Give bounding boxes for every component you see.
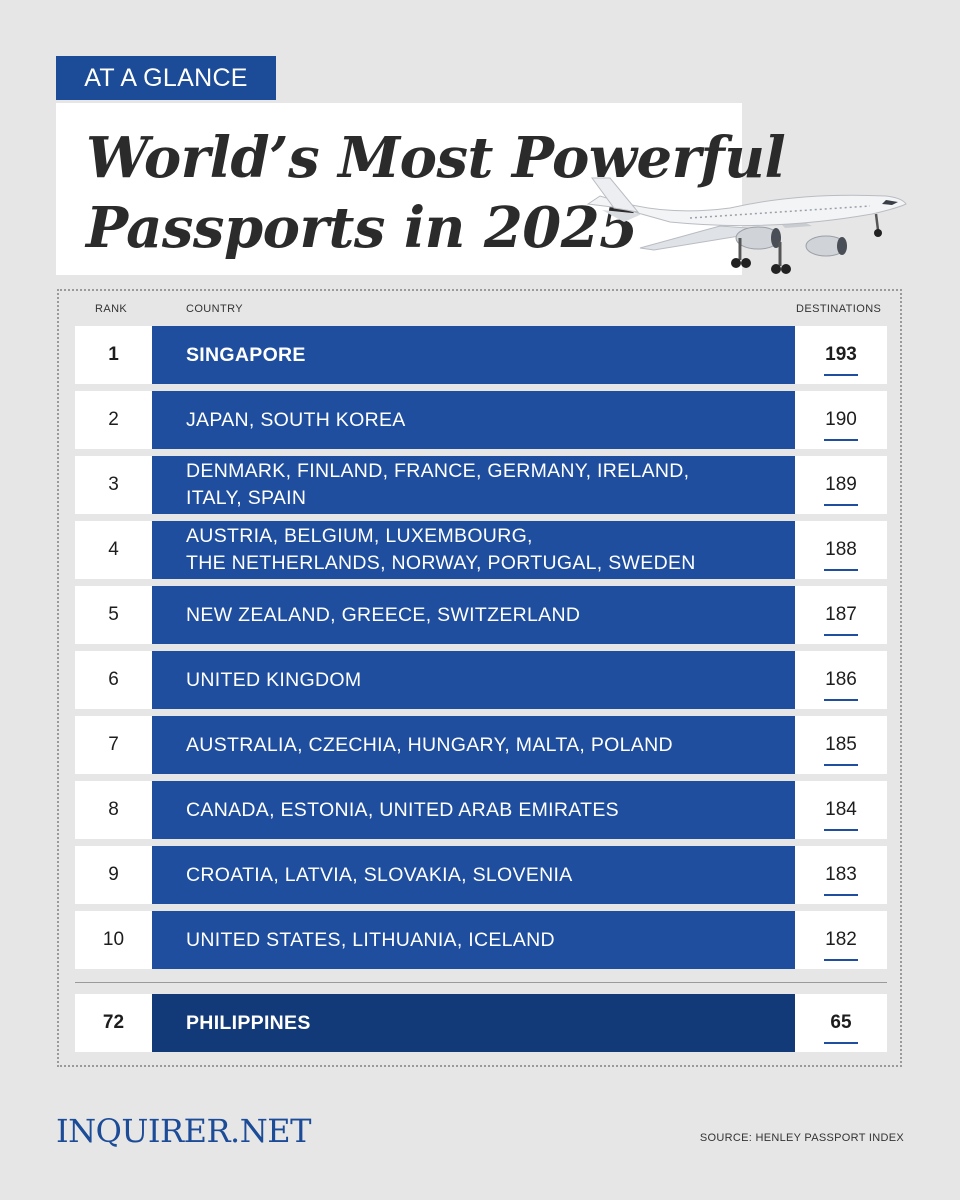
destinations-underline [824,764,858,766]
inquirer-logo: INQUIRER.NET [56,1112,311,1150]
table-row: 2 JAPAN, SOUTH KOREA 190 [75,391,887,449]
rank-cell: 4 [75,521,152,579]
country-cell: CROATIA, LATVIA, SLOVAKIA, SLOVENIA [152,846,795,904]
destinations-cell: 65 [795,994,887,1052]
country-cell: PHILIPPINES [152,994,795,1052]
destinations-underline [824,374,858,376]
column-header-country: COUNTRY [186,303,243,315]
destinations-cell: 188 [795,521,887,579]
destinations-cell: 190 [795,391,887,449]
rank-cell: 10 [75,911,152,969]
table-row: 10 UNITED STATES, LITHUANIA, ICELAND 182 [75,911,887,969]
destinations-cell: 193 [795,326,887,384]
destinations-value: 65 [830,1012,852,1033]
destinations-underline [824,699,858,701]
airplane-icon [586,177,907,274]
rank-cell: 7 [75,716,152,774]
table-row: 3 DENMARK, FINLAND, FRANCE, GERMANY, IRE… [75,456,887,514]
country-cell: AUSTRALIA, CZECHIA, HUNGARY, MALTA, POLA… [152,716,795,774]
destinations-value: 184 [825,799,857,820]
rank-cell: 6 [75,651,152,709]
destinations-value: 186 [825,669,857,690]
table-row: 7 AUSTRALIA, CZECHIA, HUNGARY, MALTA, PO… [75,716,887,774]
table-row: 6 UNITED KINGDOM 186 [75,651,887,709]
destinations-cell: 185 [795,716,887,774]
country-line: ITALY, SPAIN [186,487,307,509]
country-cell: DENMARK, FINLAND, FRANCE, GERMANY, IRELA… [152,456,795,514]
country-line: THE NETHERLANDS, NORWAY, PORTUGAL, SWEDE… [186,552,696,574]
country-cell: JAPAN, SOUTH KOREA [152,391,795,449]
destinations-cell: 184 [795,781,887,839]
country-cell: CANADA, ESTONIA, UNITED ARAB EMIRATES [152,781,795,839]
destinations-underline [824,1042,858,1044]
rank-cell: 1 [75,326,152,384]
destinations-underline [824,959,858,961]
destinations-value: 185 [825,734,857,755]
column-header-rank: RANK [95,303,128,315]
table-row: 4 AUSTRIA, BELGIUM, LUXEMBOURG, THE NETH… [75,521,887,579]
destinations-underline [824,439,858,441]
destinations-underline [824,634,858,636]
rank-cell: 8 [75,781,152,839]
destinations-value: 189 [825,474,857,495]
destinations-cell: 189 [795,456,887,514]
country-line: AUSTRIA, BELGIUM, LUXEMBOURG, [186,525,533,547]
destinations-value: 193 [825,344,857,365]
ranking-table-frame [57,289,902,1067]
source-note: SOURCE: HENLEY PASSPORT INDEX [699,1132,904,1144]
highlight-row: 72 PHILIPPINES 65 [75,994,887,1052]
destinations-cell: 187 [795,586,887,644]
table-row: 9 CROATIA, LATVIA, SLOVAKIA, SLOVENIA 18… [75,846,887,904]
destinations-underline [824,504,858,506]
column-header-destinations: DESTINATIONS [796,303,882,315]
destinations-cell: 186 [795,651,887,709]
rank-cell: 9 [75,846,152,904]
rank-cell: 3 [75,456,152,514]
destinations-cell: 182 [795,911,887,969]
destinations-underline [824,569,858,571]
table-row: 5 NEW ZEALAND, GREECE, SWITZERLAND 187 [75,586,887,644]
country-cell: UNITED STATES, LITHUANIA, ICELAND [152,911,795,969]
rank-cell: 2 [75,391,152,449]
table-divider [75,982,887,983]
rank-cell: 72 [75,994,152,1052]
table-row: 8 CANADA, ESTONIA, UNITED ARAB EMIRATES … [75,781,887,839]
title-box: World’s Most Powerful Passports in 2025 [56,103,786,275]
country-cell: SINGAPORE [152,326,795,384]
destinations-underline [824,829,858,831]
country-cell: AUSTRIA, BELGIUM, LUXEMBOURG, THE NETHER… [152,521,795,579]
destinations-value: 188 [825,539,857,560]
destinations-value: 183 [825,864,857,885]
page-title-line-2: Passports in 2025 [86,195,638,261]
table-row: 1 SINGAPORE 193 [75,326,887,384]
rank-cell: 5 [75,586,152,644]
destinations-cell: 183 [795,846,887,904]
country-cell: UNITED KINGDOM [152,651,795,709]
destinations-underline [824,894,858,896]
country-cell: NEW ZEALAND, GREECE, SWITZERLAND [152,586,795,644]
section-tag: AT A GLANCE [56,56,276,100]
country-line: DENMARK, FINLAND, FRANCE, GERMANY, IRELA… [186,460,690,482]
destinations-value: 182 [825,929,857,950]
page-title-line-1: World’s Most Powerful [86,125,786,191]
destinations-value: 190 [825,409,857,430]
destinations-value: 187 [825,604,857,625]
